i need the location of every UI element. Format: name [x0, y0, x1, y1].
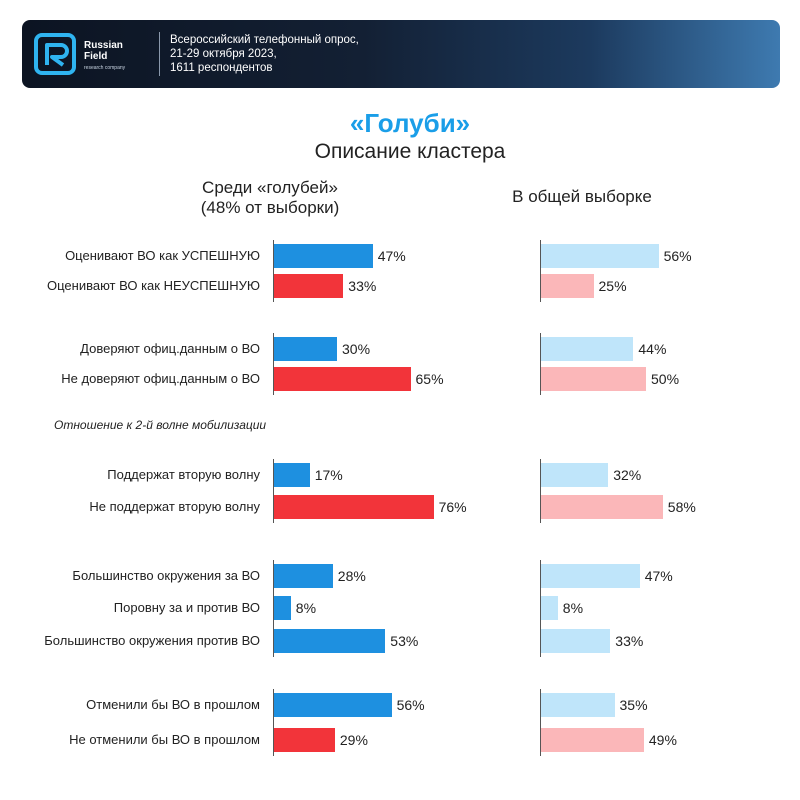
russian-field-logo-icon	[34, 33, 76, 75]
bar-left	[274, 337, 337, 361]
axis-line	[272, 689, 274, 756]
value-label-left: 47%	[377, 248, 406, 264]
value-label-right: 56%	[663, 248, 692, 264]
survey-line-2: 21-29 октября 2023,	[170, 48, 277, 60]
right-column-header: В общей выборке	[512, 187, 652, 206]
bar-right	[541, 495, 663, 519]
bar-left	[274, 495, 434, 519]
survey-line-3: 1611 респондентов	[170, 62, 273, 74]
page-title: «Голуби»	[349, 108, 471, 138]
bar-left	[274, 693, 392, 717]
bar-right	[541, 274, 594, 298]
bar-left	[274, 367, 411, 391]
category-label: Не доверяют офиц.данным о ВО	[61, 371, 260, 386]
brand-line-1: Russian	[84, 40, 123, 51]
value-label-left: 29%	[339, 732, 368, 748]
left-column-header: Среди «голубей» (48% от выборки)	[160, 178, 380, 218]
axis-line	[272, 560, 274, 657]
left-column-header-line-1: Среди «голубей»	[202, 178, 338, 197]
category-label: Большинство окружения за ВО	[72, 568, 260, 583]
bar-right	[541, 728, 644, 752]
section-note: Отношение к 2-й волне мобилизации	[54, 418, 267, 432]
category-label: Не отменили бы ВО в прошлом	[69, 732, 260, 747]
bar-right	[541, 463, 609, 487]
bar-right	[541, 244, 659, 268]
axis-line	[539, 333, 541, 395]
axis-line	[272, 333, 274, 395]
value-label-right: 58%	[667, 499, 696, 515]
survey-info: Всероссийский телефонный опрос, 21-29 ок…	[170, 33, 359, 75]
value-label-right: 33%	[615, 633, 644, 649]
brand-subtitle: research company	[84, 65, 126, 71]
bar-right	[541, 596, 558, 620]
bar-left	[274, 244, 373, 268]
bar-right	[541, 693, 615, 717]
value-label-left: 8%	[295, 600, 317, 616]
survey-line-1: Всероссийский телефонный опрос,	[170, 34, 359, 46]
value-label-right: 32%	[613, 467, 642, 483]
value-label-right: 44%	[638, 341, 667, 357]
category-label: Не поддержат вторую волну	[89, 499, 260, 514]
value-label-left: 28%	[337, 568, 366, 584]
bar-right	[541, 337, 634, 361]
bar-right	[541, 367, 646, 391]
brand-line-2: Field	[84, 51, 108, 62]
header-divider	[159, 32, 160, 76]
axis-line	[272, 240, 274, 302]
value-label-right: 35%	[619, 697, 648, 713]
axis-line	[539, 689, 541, 756]
axis-line	[539, 459, 541, 523]
left-column-header-line-2: (48% от выборки)	[200, 198, 340, 217]
category-label: Оценивают ВО как НЕУСПЕШНУЮ	[47, 278, 260, 293]
axis-line	[539, 560, 541, 657]
page-subtitle: Описание кластера	[314, 140, 506, 163]
value-label-left: 17%	[314, 467, 343, 483]
category-label: Поддержат вторую волну	[107, 467, 260, 482]
bar-left	[274, 596, 291, 620]
category-label: Оценивают ВО как УСПЕШНУЮ	[65, 248, 260, 263]
brand-name: Russian Field	[84, 40, 123, 62]
category-label: Большинство окружения против ВО	[44, 633, 260, 648]
value-label-left: 53%	[390, 633, 419, 649]
value-label-right: 50%	[651, 371, 680, 387]
bar-right	[541, 629, 611, 653]
axis-line	[272, 459, 274, 523]
category-label: Доверяют офиц.данным о ВО	[80, 341, 260, 356]
value-label-left: 33%	[348, 278, 377, 294]
bar-left	[274, 728, 335, 752]
bar-left	[274, 274, 344, 298]
value-label-left: 30%	[342, 341, 371, 357]
value-label-left: 76%	[438, 499, 467, 515]
category-label: Отменили бы ВО в прошлом	[86, 697, 260, 712]
bar-left	[274, 564, 333, 588]
bar-left	[274, 463, 310, 487]
value-label-right: 49%	[648, 732, 677, 748]
bar-right	[541, 564, 640, 588]
header-banner: Russian Field research company Всероссий…	[22, 20, 780, 88]
value-label-left: 56%	[396, 697, 425, 713]
bar-left	[274, 629, 386, 653]
value-label-right: 8%	[562, 600, 584, 616]
category-label: Поровну за и против ВО	[113, 600, 260, 615]
value-label-right: 47%	[644, 568, 673, 584]
axis-line	[539, 240, 541, 302]
value-label-left: 65%	[415, 371, 444, 387]
value-label-right: 25%	[598, 278, 627, 294]
